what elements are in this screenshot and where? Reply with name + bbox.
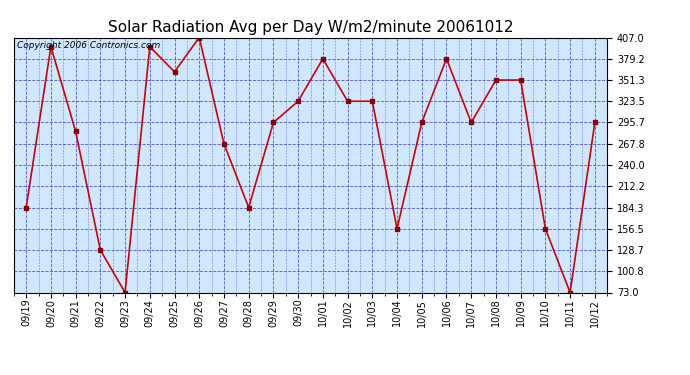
Title: Solar Radiation Avg per Day W/m2/minute 20061012: Solar Radiation Avg per Day W/m2/minute … bbox=[108, 20, 513, 35]
Text: Copyright 2006 Contronics.com: Copyright 2006 Contronics.com bbox=[17, 41, 160, 50]
